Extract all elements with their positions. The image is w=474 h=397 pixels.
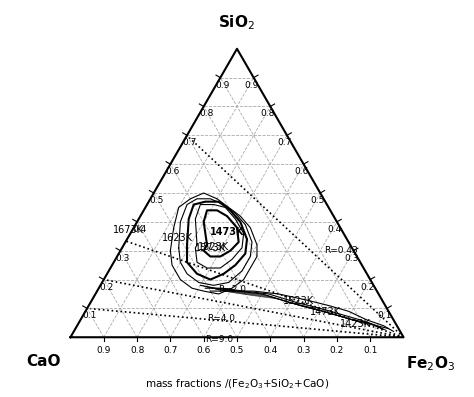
Text: 0.3: 0.3	[296, 345, 311, 355]
Text: 1673K: 1673K	[113, 225, 144, 235]
Text: 0.5: 0.5	[230, 345, 244, 355]
Text: 0.9: 0.9	[97, 345, 111, 355]
Text: 0.8: 0.8	[261, 110, 275, 118]
Text: 0.8: 0.8	[199, 110, 213, 118]
Text: 0.3: 0.3	[116, 254, 130, 263]
Text: 0.5: 0.5	[149, 196, 164, 205]
Text: 0.6: 0.6	[197, 345, 211, 355]
Text: 0.9: 0.9	[244, 81, 258, 90]
Text: 1523K: 1523K	[283, 296, 314, 306]
Text: Fe$_2$O$_3$: Fe$_2$O$_3$	[406, 354, 455, 373]
Text: 1423K: 1423K	[340, 319, 371, 329]
Text: 0.4: 0.4	[263, 345, 277, 355]
Text: CaO: CaO	[27, 354, 61, 369]
Text: 0.7: 0.7	[277, 138, 292, 147]
Text: 0.2: 0.2	[99, 283, 113, 291]
Text: R=4.0: R=4.0	[207, 314, 235, 323]
Text: mass fractions /(Fe$_2$O$_3$+SiO$_2$+CaO): mass fractions /(Fe$_2$O$_3$+SiO$_2$+CaO…	[145, 377, 329, 391]
Text: R=2.0: R=2.0	[218, 285, 246, 294]
Text: 0.1: 0.1	[363, 345, 377, 355]
Text: 1473K: 1473K	[210, 227, 244, 237]
Text: R=9.0: R=9.0	[205, 335, 234, 344]
Text: R=0.43: R=0.43	[324, 246, 358, 255]
Text: 0.3: 0.3	[344, 254, 358, 263]
Text: 0.9: 0.9	[216, 81, 230, 90]
Text: 0.6: 0.6	[165, 167, 180, 176]
Text: 0.2: 0.2	[330, 345, 344, 355]
Text: 0.7: 0.7	[163, 345, 178, 355]
Text: 0.2: 0.2	[361, 283, 375, 291]
Text: 0.6: 0.6	[294, 167, 309, 176]
Text: SiO$_2$: SiO$_2$	[219, 13, 255, 32]
Text: 0.4: 0.4	[327, 225, 342, 234]
Text: 0.8: 0.8	[130, 345, 144, 355]
Text: 0.5: 0.5	[310, 196, 325, 205]
Text: 0.1: 0.1	[377, 311, 392, 320]
Text: 0.7: 0.7	[182, 138, 197, 147]
Text: 1623K: 1623K	[162, 233, 192, 243]
Text: 1573K: 1573K	[195, 243, 226, 252]
Text: 1473K: 1473K	[310, 307, 341, 317]
Text: 1523K: 1523K	[198, 243, 229, 252]
Text: 0.1: 0.1	[82, 311, 97, 320]
Text: 0.4: 0.4	[132, 225, 147, 234]
